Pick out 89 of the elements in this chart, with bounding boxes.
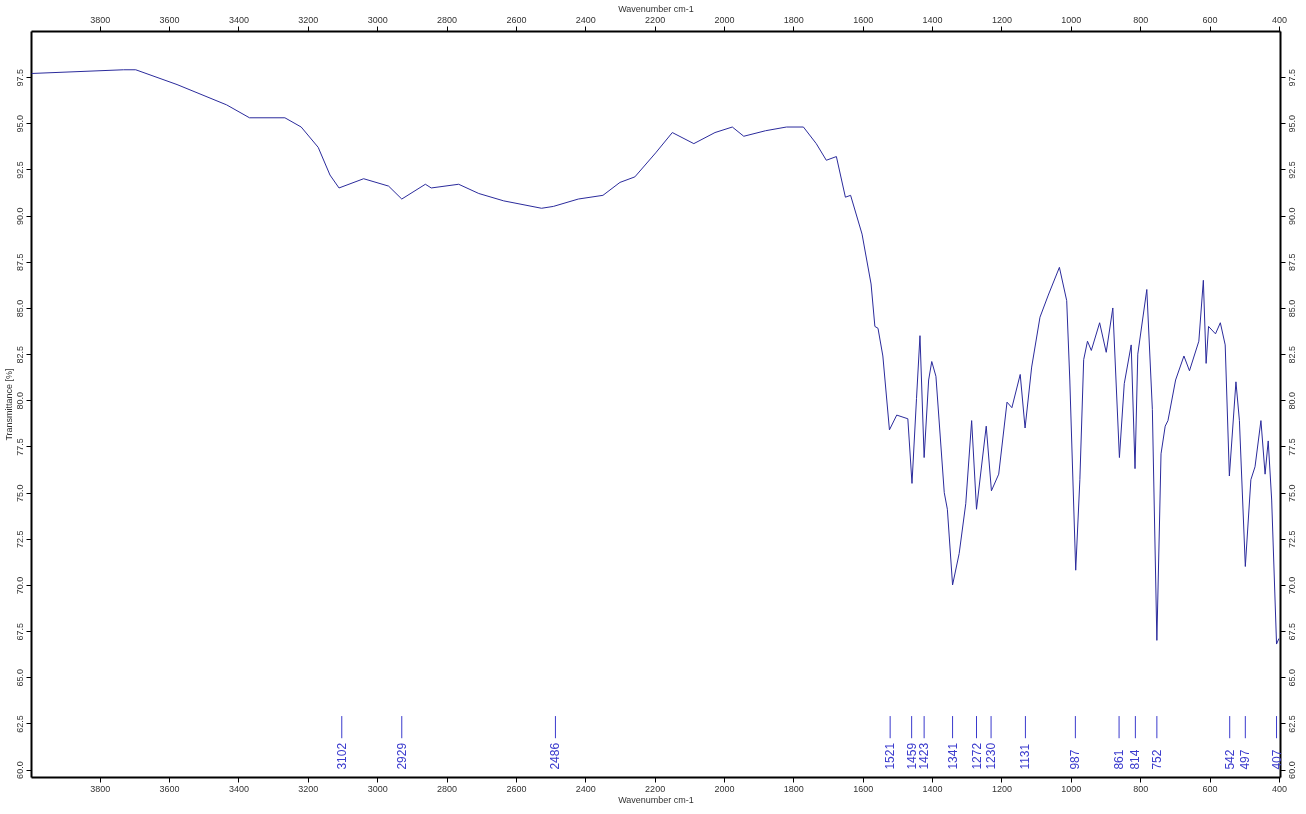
x-tick-label: 1800 [783,783,804,794]
annotation: 1341 [945,742,960,770]
x2-tick-label: 400 [1271,14,1287,25]
x-tick-label: 2000 [714,783,735,794]
annotation: 1230 [984,742,999,770]
y-tick-label: 70.0 [14,576,25,595]
x-tick-label: 800 [1133,783,1149,794]
x2-tick-label: 3800 [90,14,111,25]
y-tick-label: 85.0 [14,299,25,318]
x2-tick-label: 3000 [367,14,388,25]
x-tick-label: 2600 [506,783,527,794]
y-tick-label: 72.5 [14,530,25,549]
annotation: 814 [1128,749,1143,770]
y-tick-label: 82.5 [14,345,25,364]
x-tick-label: 1000 [1061,783,1082,794]
x2-tick-label: 800 [1133,14,1149,25]
x-tick-label: 3200 [298,783,319,794]
annotation: 1459 [904,742,919,770]
y2-tick-label: 87.5 [1286,253,1297,272]
x2-tick-label: 1600 [853,14,874,25]
x-tick-label: 3800 [90,783,111,794]
annotation: 752 [1149,749,1164,770]
y2-tick-label: 95.0 [1286,115,1297,133]
x-tick-label: 3000 [367,783,388,794]
x-axis-title: Wavenumber cm-1 [618,794,694,805]
x2-tick-label: 600 [1202,14,1218,25]
x2-tick-label: 3200 [298,14,319,25]
x2-tick-label: 2600 [506,14,527,25]
x-tick-label: 1600 [853,783,874,794]
x-tick-label: 600 [1202,783,1218,794]
x2-tick-label: 1000 [1061,14,1082,25]
x-tick-label: 3400 [228,783,249,794]
x2-tick-label: 2200 [645,14,666,25]
annotation: 1272 [969,742,984,770]
y-tick-label: 62.5 [14,715,25,733]
y2-tick-label: 77.5 [1286,438,1297,456]
x2-tick-label: 1400 [922,14,943,25]
y-tick-label: 80.0 [14,392,25,410]
y-axis-title: Transmittance [%] [3,368,14,441]
annotation: 407 [1269,749,1284,770]
annotation: 542 [1222,749,1237,770]
x2-tick-label: 1800 [783,14,804,25]
annotation: 2486 [548,742,563,770]
y2-tick-label: 72.5 [1286,530,1297,549]
x-tick-label: 400 [1271,783,1287,794]
y2-tick-label: 67.5 [1286,622,1297,641]
x2-tick-label: 2800 [437,14,458,25]
y2-tick-label: 97.5 [1286,68,1297,87]
x-tick-label: 2400 [575,783,596,794]
y-tick-label: 95.0 [14,115,25,133]
y-tick-label: 65.0 [14,669,25,687]
y2-tick-label: 70.0 [1286,576,1297,595]
y-tick-label: 75.0 [14,484,25,502]
y2-tick-label: 60.0 [1286,761,1297,779]
x2-tick-label: 3400 [228,14,249,25]
x2-axis-title: Wavenumber cm-1 [618,3,694,14]
annotation: 1131 [1018,743,1033,770]
annotation: 3102 [334,742,349,770]
x-tick-label: 2200 [645,783,666,794]
y2-tick-label: 92.5 [1286,161,1297,179]
y2-tick-label: 65.0 [1286,669,1297,687]
y2-tick-label: 82.5 [1286,345,1297,364]
y2-tick-label: 62.5 [1286,715,1297,733]
y-tick-label: 77.5 [14,438,25,456]
y2-tick-label: 85.0 [1286,299,1297,318]
y-tick-label: 67.5 [14,622,25,641]
y-tick-label: 87.5 [14,253,25,272]
annotation: 2929 [394,742,409,770]
x-tick-label: 1400 [922,783,943,794]
x2-tick-label: 1200 [991,14,1012,25]
annotation: 1521 [883,742,898,770]
y-tick-label: 92.5 [14,161,25,179]
x2-tick-label: 2400 [575,14,596,25]
y2-tick-label: 75.0 [1286,484,1297,502]
annotation: 497 [1238,749,1253,770]
x-tick-label: 1200 [991,783,1012,794]
line-series [31,69,1280,645]
annotation: 861 [1112,749,1127,770]
annotation: 1423 [917,742,932,770]
x2-tick-label: 2000 [714,14,735,25]
y2-tick-label: 90.0 [1286,207,1297,225]
y2-tick-label: 80.0 [1286,392,1297,410]
y-tick-label: 60.0 [14,761,25,779]
x-tick-label: 2800 [437,783,458,794]
y-tick-label: 97.5 [14,68,25,87]
y-tick-label: 90.0 [14,207,25,225]
x2-tick-label: 3600 [159,14,180,25]
annotation: 987 [1068,749,1083,770]
x-tick-label: 3600 [159,783,180,794]
